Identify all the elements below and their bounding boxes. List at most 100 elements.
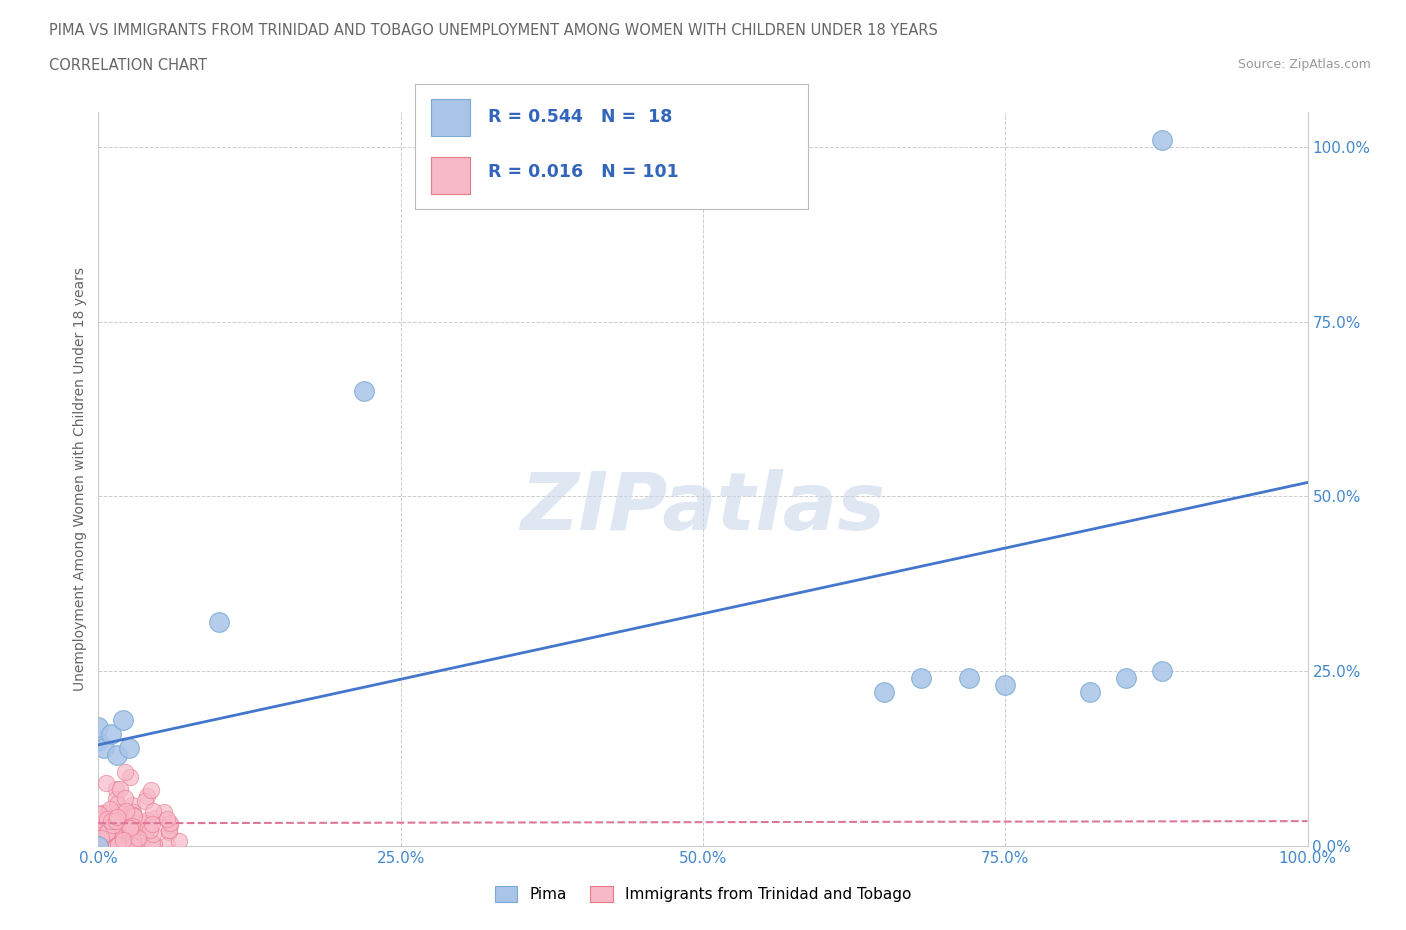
Point — [98, 833, 121, 848]
Point — [141, 817, 163, 831]
Point — [128, 817, 150, 831]
Point — [105, 797, 128, 812]
Point — [353, 384, 375, 399]
Text: ZIPatlas: ZIPatlas — [520, 470, 886, 548]
Point — [103, 831, 125, 846]
Point — [1115, 671, 1137, 685]
Point — [1152, 664, 1174, 679]
Point — [96, 826, 118, 841]
Point — [104, 792, 127, 807]
Point — [134, 794, 156, 809]
Point — [93, 741, 115, 756]
Point — [120, 820, 142, 835]
Point — [118, 770, 141, 785]
Point — [135, 816, 157, 830]
Point — [117, 823, 139, 838]
Point — [131, 838, 153, 853]
Point — [104, 838, 127, 853]
Point — [139, 823, 162, 838]
Point — [121, 807, 143, 822]
Point — [110, 814, 132, 829]
Point — [105, 804, 128, 819]
Point — [156, 811, 179, 826]
Point — [108, 817, 131, 832]
Point — [127, 830, 149, 845]
Point — [136, 821, 159, 836]
Point — [97, 823, 120, 838]
Point — [104, 814, 127, 829]
Point — [103, 816, 125, 830]
Point — [143, 810, 166, 825]
Point — [91, 838, 114, 853]
Point — [873, 684, 896, 699]
Point — [89, 811, 111, 826]
Point — [97, 829, 120, 844]
Point — [114, 764, 136, 779]
Point — [110, 781, 132, 796]
Point — [115, 815, 138, 830]
Point — [142, 827, 165, 842]
Point — [121, 818, 143, 833]
Point — [910, 671, 932, 685]
Point — [96, 837, 118, 852]
Point — [96, 812, 118, 827]
Point — [122, 819, 145, 834]
Point — [127, 830, 149, 845]
Point — [136, 789, 159, 804]
Point — [136, 813, 159, 828]
Point — [159, 816, 181, 830]
Point — [93, 832, 115, 847]
Text: R = 0.544   N =  18: R = 0.544 N = 18 — [488, 108, 672, 126]
Point — [91, 817, 114, 831]
Point — [122, 837, 145, 852]
Point — [108, 805, 131, 820]
Point — [87, 806, 110, 821]
Text: CORRELATION CHART: CORRELATION CHART — [49, 58, 207, 73]
Point — [107, 829, 129, 844]
Point — [114, 804, 136, 818]
Point — [121, 839, 143, 854]
Point — [141, 836, 163, 851]
Point — [122, 804, 145, 819]
Point — [117, 817, 139, 831]
Point — [111, 812, 134, 827]
Point — [100, 836, 122, 851]
Point — [118, 741, 141, 756]
Point — [994, 678, 1017, 693]
Point — [124, 808, 146, 823]
Point — [121, 797, 143, 812]
Point — [142, 836, 165, 851]
Point — [118, 828, 141, 843]
Point — [90, 805, 112, 820]
Point — [103, 827, 125, 842]
Point — [1078, 684, 1101, 699]
Legend: Pima, Immigrants from Trinidad and Tobago: Pima, Immigrants from Trinidad and Tobag… — [488, 881, 918, 909]
Point — [87, 720, 110, 735]
Point — [957, 671, 980, 685]
Point — [159, 817, 181, 832]
Point — [208, 615, 231, 630]
Point — [96, 825, 118, 840]
Point — [97, 804, 120, 819]
FancyBboxPatch shape — [430, 156, 470, 194]
Point — [90, 830, 112, 845]
Point — [115, 835, 138, 850]
Point — [121, 814, 143, 829]
Text: Source: ZipAtlas.com: Source: ZipAtlas.com — [1237, 58, 1371, 71]
Point — [94, 776, 117, 790]
Point — [111, 713, 134, 728]
Point — [122, 839, 145, 854]
Point — [94, 831, 117, 846]
Point — [121, 826, 143, 841]
Point — [167, 834, 190, 849]
Point — [105, 748, 128, 763]
Point — [152, 804, 174, 819]
Text: R = 0.016   N = 101: R = 0.016 N = 101 — [488, 163, 678, 181]
Point — [139, 782, 162, 797]
Point — [100, 801, 122, 816]
Point — [104, 782, 127, 797]
Point — [101, 817, 124, 832]
Text: PIMA VS IMMIGRANTS FROM TRINIDAD AND TOBAGO UNEMPLOYMENT AMONG WOMEN WITH CHILDR: PIMA VS IMMIGRANTS FROM TRINIDAD AND TOB… — [49, 23, 938, 38]
Point — [129, 816, 152, 830]
Point — [117, 817, 139, 831]
